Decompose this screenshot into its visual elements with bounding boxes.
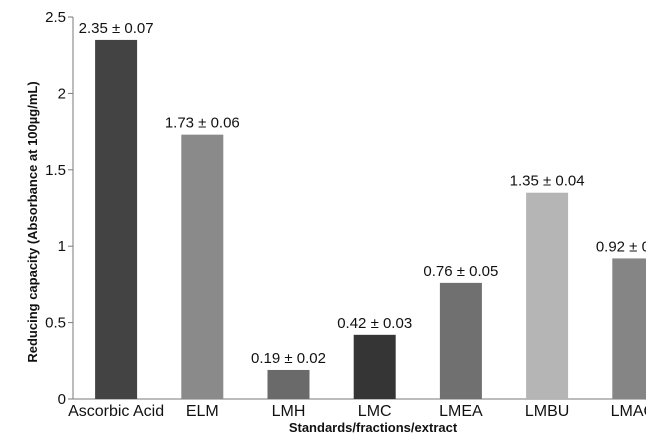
y-axis-title: Reducing capacity (Absorbance at 100µg/m… — [25, 81, 40, 362]
y-tick-label: 1.5 — [45, 162, 66, 179]
bars — [95, 39, 646, 400]
y-tick-label: 2.5 — [45, 9, 66, 26]
value-label: 0.92 ± 0.05 — [596, 238, 646, 255]
value-label: 2.35 ± 0.07 — [79, 20, 154, 37]
category-label: Ascorbic Acid — [68, 403, 164, 420]
category-label: ELM — [186, 403, 219, 420]
y-tick-label: 1 — [58, 238, 66, 255]
bar — [353, 334, 396, 399]
category-label: LMC — [358, 403, 392, 420]
y-tick-label: 0 — [58, 391, 66, 408]
value-label: 1.73 ± 0.06 — [165, 115, 240, 132]
bar — [439, 282, 482, 399]
bar — [181, 134, 224, 399]
value-label: 0.76 ± 0.05 — [423, 263, 498, 280]
bar — [526, 192, 569, 399]
category-label: LMEA — [439, 403, 483, 420]
x-axis-title: Standards/fractions/extract — [289, 420, 458, 435]
value-label: 0.19 ± 0.02 — [251, 350, 326, 367]
category-label: LMH — [272, 403, 306, 420]
bar — [612, 258, 646, 399]
category-label: LMBU — [525, 403, 569, 420]
y-tick-label: 2 — [58, 85, 66, 102]
bar — [267, 369, 310, 399]
y-axis-title-group: Reducing capacity (Absorbance at 100µg/m… — [25, 81, 40, 362]
category-labels: Ascorbic Acid ELM LMH LMC LMEA LMBU LMAQ — [68, 403, 646, 420]
value-label: 1.35 ± 0.04 — [510, 173, 585, 190]
bar — [95, 39, 138, 400]
y-ticks: 0 0.5 1 1.5 2 2.5 — [45, 9, 73, 408]
category-label: LMAQ — [611, 403, 646, 420]
y-tick-label: 0.5 — [45, 315, 66, 332]
value-labels: 2.35 ± 0.07 1.73 ± 0.06 0.19 ± 0.02 0.42 ± … — [79, 20, 646, 367]
value-label: 0.42 ± 0.03 — [337, 315, 412, 332]
